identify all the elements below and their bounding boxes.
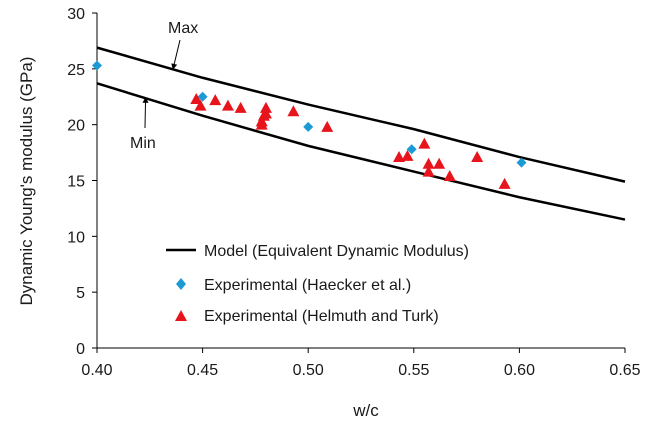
y-tick-label: 15	[67, 174, 85, 191]
model-line-max	[96, 46, 626, 183]
x-tick-label: 0.50	[293, 362, 324, 379]
legend-label-helmuth: Experimental (Helmuth and Turk)	[204, 308, 439, 325]
model-line-min	[96, 82, 626, 221]
haecker-point	[303, 121, 314, 132]
helmuth-turk-point	[422, 165, 435, 177]
helmuth-turk-point	[194, 99, 207, 111]
helmuth-turk-point	[234, 101, 247, 113]
haecker-point	[406, 144, 417, 155]
x-tick-label: 0.60	[504, 362, 535, 379]
helmuth-turk-point	[401, 149, 414, 161]
legend-label-model: Model (Equivalent Dynamic Modulus)	[204, 243, 469, 260]
helmuth-turk-point	[471, 151, 484, 163]
x-axis-label: w/c	[352, 401, 379, 420]
helmuth-turk-point	[422, 157, 435, 169]
helmuth-turk-point	[221, 99, 234, 111]
model-lines	[96, 46, 626, 221]
helmuth-turk-point	[259, 101, 272, 113]
haecker-point	[92, 60, 102, 71]
y-tick-label: 0	[76, 341, 85, 358]
x-tick-label: 0.55	[398, 362, 429, 379]
annotation-min: Min	[130, 135, 156, 152]
annotation-min-arrow	[142, 96, 149, 129]
legend-label-haecker: Experimental (Haecker et al.)	[204, 277, 411, 294]
helmuth-turk-point	[443, 170, 456, 182]
helmuth-turk-point	[433, 157, 446, 169]
y-tick-label: 20	[67, 118, 85, 135]
helmuth-turk-point	[321, 120, 334, 132]
x-tick-label: 0.45	[187, 362, 218, 379]
y-axis-label: Dynamic Young's modulus (GPa)	[17, 57, 36, 306]
annotations: Max Min	[130, 20, 198, 152]
y-tick-label: 10	[67, 229, 85, 246]
axes	[96, 13, 625, 349]
x-tick-label: 0.65	[609, 362, 640, 379]
y-tick-label: 25	[67, 62, 85, 79]
x-tick-label: 0.40	[81, 362, 112, 379]
legend: Model (Equivalent Dynamic Modulus) Exper…	[166, 243, 469, 325]
helmuth-turk-point	[255, 115, 268, 127]
helmuth-turk-point	[393, 151, 406, 163]
helmuth-turk-point	[259, 107, 272, 119]
legend-diamond-swatch	[176, 278, 186, 290]
data-markers	[92, 60, 527, 189]
annotation-max: Max	[168, 20, 198, 37]
helmuth-turk-point	[190, 92, 203, 104]
haecker-point	[197, 91, 208, 102]
y-tick-label: 5	[76, 285, 85, 302]
ticks: 0.40 0.45 0.50 0.55 0.60 0.65 0 5 10 15 20 25 30	[67, 6, 640, 379]
legend-triangle-swatch	[175, 310, 187, 321]
helmuth-turk-point	[287, 105, 300, 117]
helmuth-turk-point	[498, 177, 511, 189]
helmuth-turk-point	[418, 137, 431, 149]
annotation-max-arrow	[171, 39, 181, 70]
y-tick-label: 30	[67, 6, 85, 23]
helmuth-turk-point	[209, 94, 222, 106]
haecker-point	[516, 157, 527, 168]
